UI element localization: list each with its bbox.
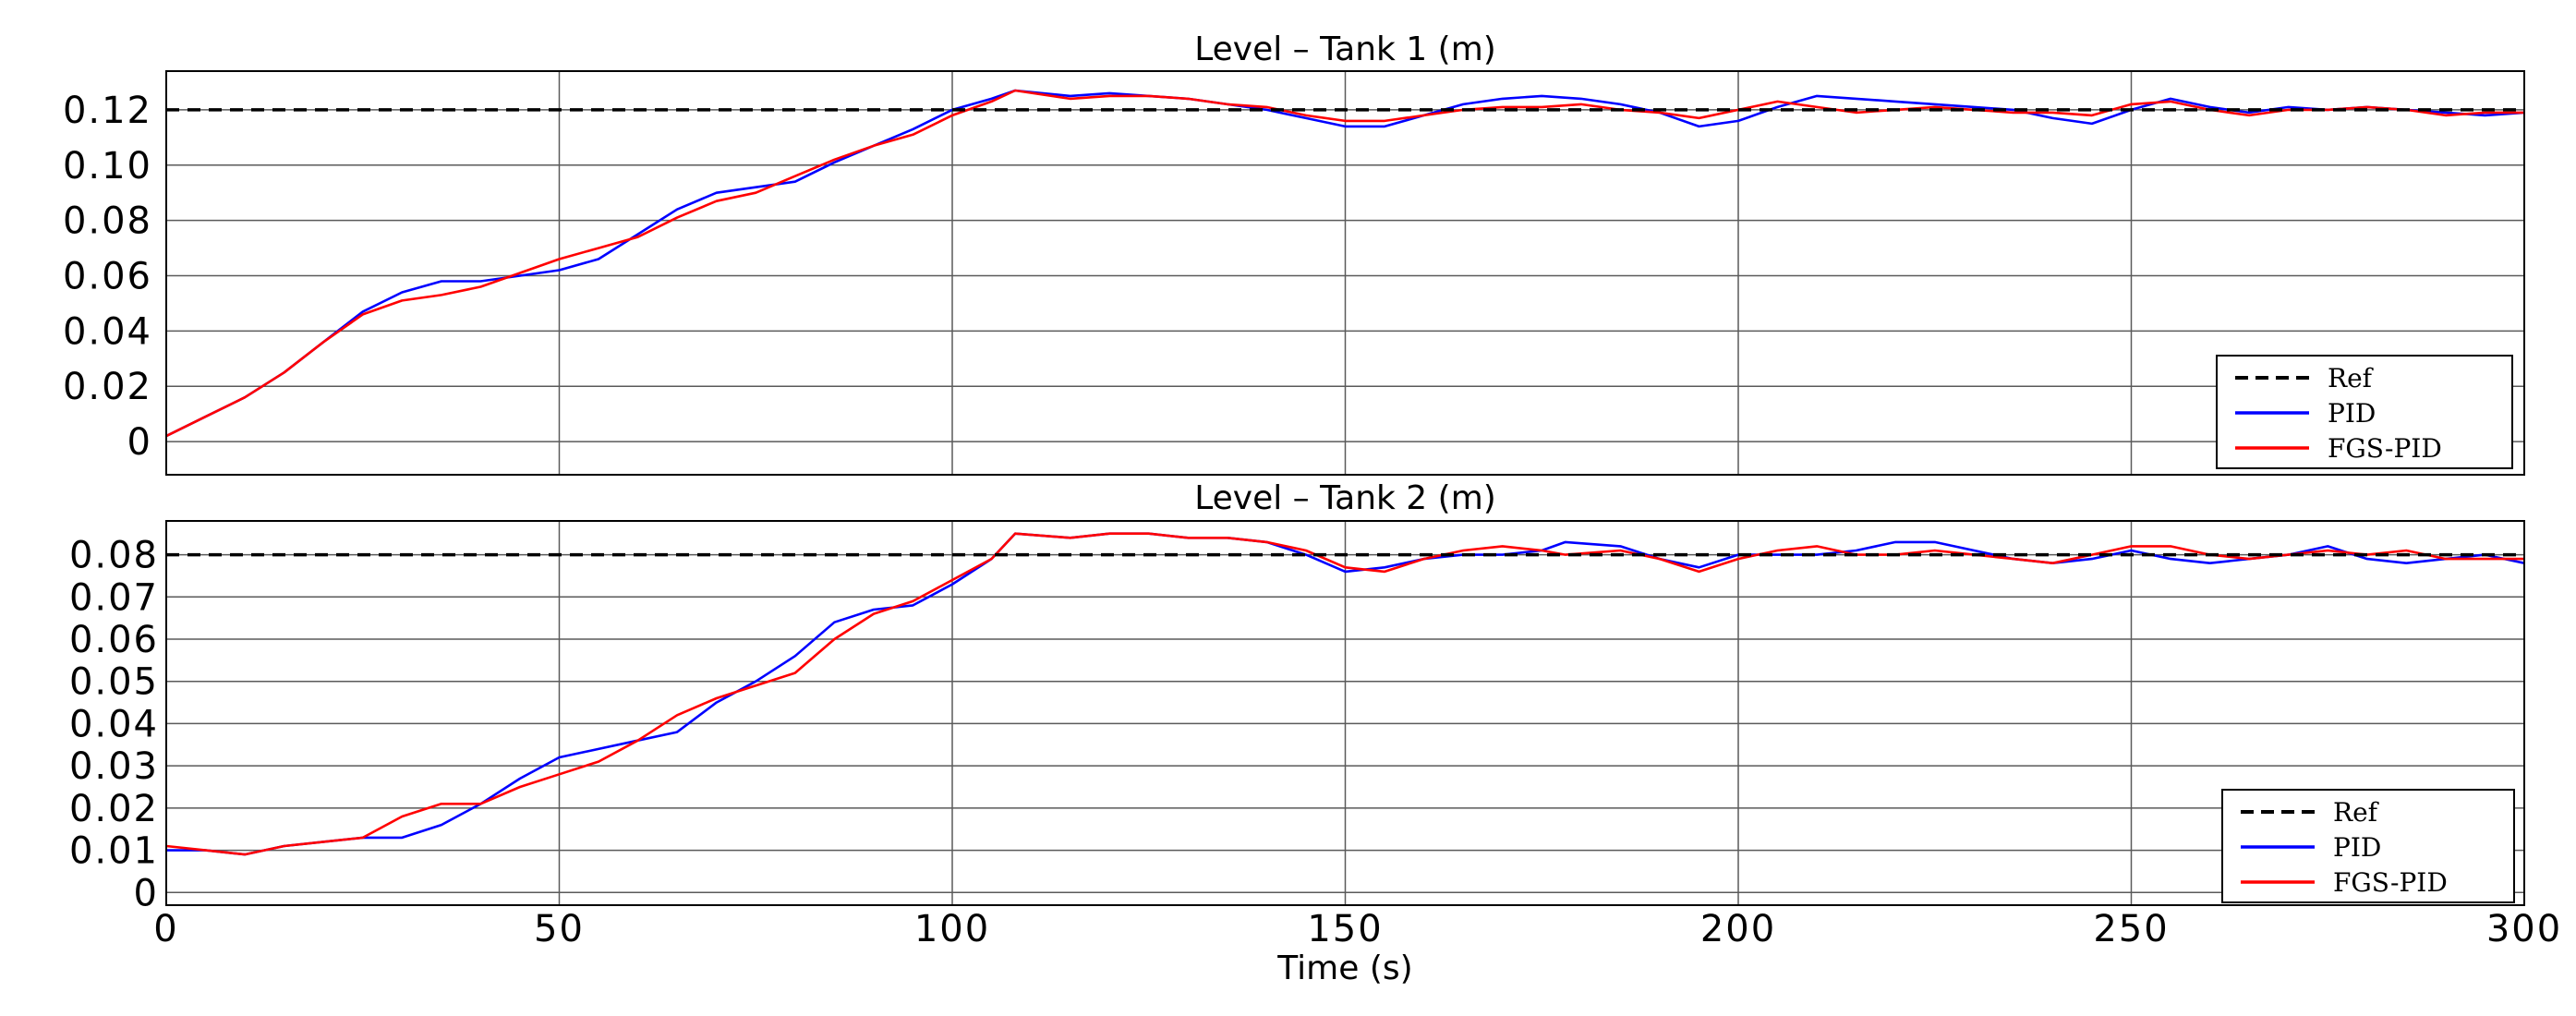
panel2-series-fgs-pid-line: [165, 532, 2524, 856]
panel1-legend-label-fgs-pid: FGS-PID: [2328, 433, 2442, 464]
panel1-ytick-label-1: 0.02: [63, 366, 152, 408]
panel1-series-fgs-pid-line: [165, 89, 2524, 438]
panel2-axes-frame: [165, 520, 2525, 906]
panel1-legend-label-ref: Ref: [2328, 363, 2375, 393]
panel1-ytick-label-5: 0.10: [63, 145, 152, 187]
panel2-title: Level – Tank 2 (m): [1194, 479, 1496, 517]
panel1-ytick-label-0: 0: [127, 421, 152, 464]
panel1-ytick-label-6: 0.12: [63, 90, 152, 132]
panel2-xtick-label-2: 100: [914, 908, 990, 950]
panel1-legend-label-pid: PID: [2328, 398, 2376, 429]
panel2-ytick-label-4: 0.04: [69, 703, 159, 745]
panel2-series-pid-line: [166, 532, 2525, 856]
panel1-title: Level – Tank 1 (m): [1194, 30, 1496, 68]
panel1-ytick-label-2: 0.04: [63, 310, 152, 353]
panel2-ytick-label-3: 0.03: [69, 745, 159, 788]
panel2-ytick-label-8: 0.08: [69, 535, 159, 577]
panel1-axes-frame: [165, 70, 2525, 476]
panel1-ytick-label-4: 0.08: [63, 200, 152, 243]
panel2-legend-label-ref: Ref: [2333, 797, 2380, 828]
panel2-ytick-label-0: 0: [134, 872, 159, 914]
panel2-ytick-label-5: 0.05: [69, 661, 159, 704]
panel1-ytick-label-3: 0.06: [63, 255, 152, 297]
panel2-ytick-label-1: 0.01: [69, 830, 159, 873]
panel2-xtick-label-3: 150: [1307, 908, 1383, 950]
panel2-ytick-label-7: 0.07: [69, 576, 159, 619]
panel2-xtick-label-4: 200: [1700, 908, 1776, 950]
panel2-xlabel: Time (s): [1276, 949, 1412, 987]
panel2-xtick-label-6: 300: [2486, 908, 2562, 950]
panel2-xtick-label-5: 250: [2093, 908, 2169, 950]
panel2-legend-label-pid: PID: [2333, 832, 2381, 863]
panel2-legend-label-fgs-pid: FGS-PID: [2333, 867, 2448, 898]
panel2-xtick-label-1: 50: [534, 908, 585, 950]
panel2-ytick-label-2: 0.02: [69, 788, 159, 830]
panel2-ytick-label-6: 0.06: [69, 619, 159, 661]
panel2-xtick-label-0: 0: [153, 908, 178, 950]
